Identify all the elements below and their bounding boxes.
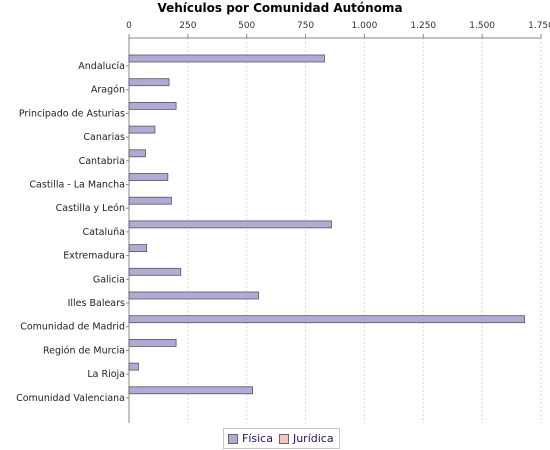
chart-title: Vehículos por Comunidad Autónoma	[157, 1, 403, 15]
category-label: Región de Murcia	[43, 345, 125, 356]
legend-label-juridica: Jurídica	[292, 432, 334, 445]
bar-fisica	[128, 173, 169, 181]
category-label: Cantabria	[79, 156, 125, 167]
x-tick-label: 1.750	[528, 21, 550, 31]
bar-fisica	[128, 362, 139, 371]
bar-fisica	[128, 220, 332, 229]
category-label: Castilla - La Mancha	[29, 180, 125, 191]
x-tick-label: 500	[238, 21, 255, 31]
x-tick-label: 0	[126, 21, 132, 31]
bar-fisica	[128, 125, 156, 134]
bar-fisica	[128, 149, 146, 158]
category-label: Canarias	[83, 132, 125, 143]
bar-fisica	[128, 196, 172, 205]
category-label: Aragón	[91, 85, 125, 96]
legend-label-fisica: Física	[242, 432, 273, 445]
bar-fisica	[128, 78, 170, 87]
bar-fisica	[128, 54, 325, 63]
legend-swatch-fisica	[228, 433, 238, 444]
category-label: Andalucía	[78, 61, 125, 72]
legend-item-juridica: Jurídica	[278, 432, 334, 445]
bar-fisica	[128, 102, 177, 110]
x-tick-label: 250	[179, 21, 196, 31]
category-label: Comunidad de Madrid	[20, 322, 125, 333]
x-tick-label: 1.000	[352, 21, 378, 31]
bar-fisica	[128, 315, 525, 324]
category-label: Illes Balears	[68, 298, 125, 309]
bar-fisica	[128, 386, 253, 395]
bar-fisica	[128, 291, 259, 300]
legend-swatch-juridica	[278, 433, 289, 444]
category-label: Comunidad Valenciana	[16, 393, 125, 404]
bar-fisica	[128, 267, 182, 276]
category-label: Cataluña	[82, 227, 125, 238]
x-tick-label: 1.250	[410, 21, 436, 31]
bar-fisica	[128, 244, 148, 253]
category-label: Galicia	[93, 274, 125, 285]
bar-fisica	[128, 338, 177, 347]
category-label: La Rioja	[87, 369, 125, 380]
category-label: Principado de Asturias	[19, 108, 125, 119]
legend: Física Jurídica	[223, 428, 340, 449]
x-tick-label: 1.500	[469, 21, 495, 31]
category-label: Castilla y León	[56, 203, 125, 214]
x-tick-label: 750	[297, 21, 314, 31]
category-label: Extremadura	[63, 251, 125, 262]
legend-item-fisica: Física	[228, 432, 273, 445]
